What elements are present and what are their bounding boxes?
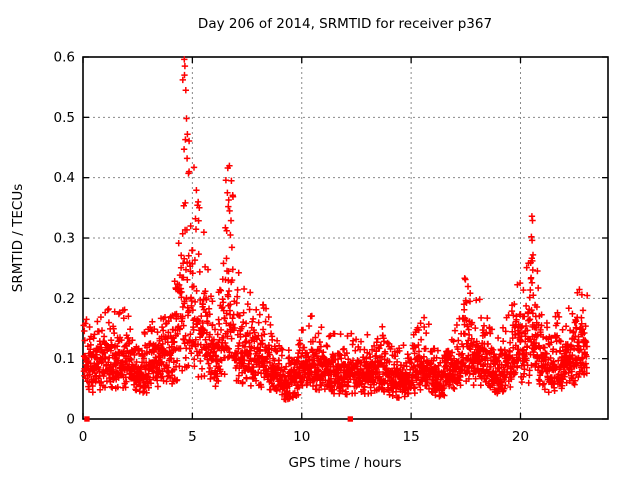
y-tick-label: 0 — [66, 412, 75, 428]
data-points — [80, 56, 591, 422]
x-tick-label: 10 — [293, 429, 310, 445]
y-tick-label: 0.4 — [54, 170, 75, 186]
y-tick-label: 0.3 — [54, 231, 75, 247]
zero-value-marker — [84, 416, 90, 422]
x-tick-label: 0 — [79, 429, 88, 445]
x-axis-label: GPS time / hours — [288, 455, 401, 471]
x-tick-label: 20 — [512, 429, 529, 445]
plot-frame — [82, 56, 609, 420]
chart-title: Day 206 of 2014, SRMTID for receiver p36… — [198, 16, 492, 32]
y-tick-label: 0.5 — [54, 110, 75, 126]
zero-value-marker — [347, 416, 354, 422]
y-tick-label: 0.6 — [54, 50, 75, 66]
x-tick-label: 15 — [403, 429, 420, 445]
tick-labels: 0 5 10 15 20 0 0.1 0.2 0.3 0.4 0.5 0.6 — [54, 50, 530, 446]
y-axis-label: SRMTID / TECUs — [10, 184, 26, 292]
y-tick-label: 0.2 — [54, 291, 75, 307]
x-tick-label: 5 — [188, 429, 197, 445]
y-tick-label: 0.1 — [54, 351, 75, 367]
scatter-plus-markers — [80, 56, 591, 403]
